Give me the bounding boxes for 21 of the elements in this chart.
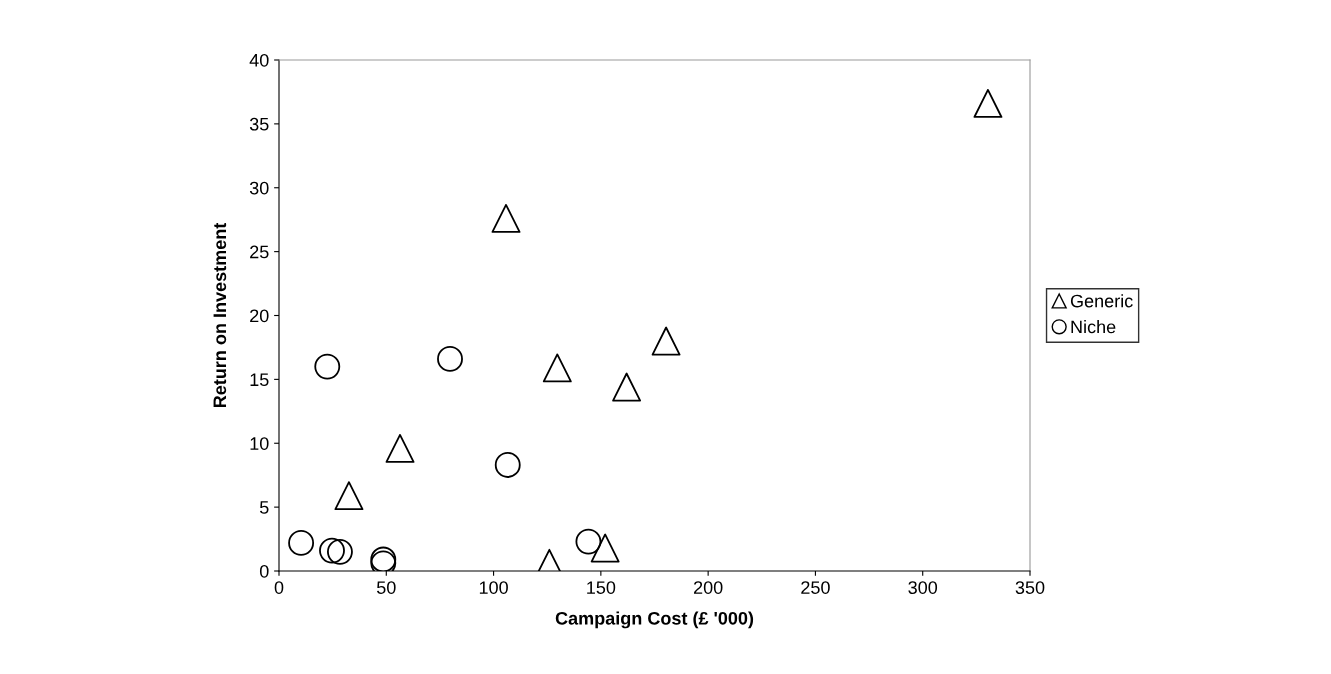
y-tick-label: 5 [259, 501, 269, 514]
x-tick-label: 50 [376, 581, 396, 594]
y-tick-label: 40 [249, 53, 269, 67]
x-tick-label: 350 [1015, 581, 1045, 594]
legend-label: Generic [1070, 294, 1133, 308]
y-tick-label: 15 [250, 373, 269, 387]
x-tick-label: 250 [801, 581, 830, 594]
y-tick-label: 25 [250, 245, 269, 259]
legend-label: Niche [1071, 320, 1116, 334]
x-tick-label: 0 [274, 581, 284, 594]
y-tick-label: 20 [250, 309, 269, 323]
x-tick-label: 100 [479, 581, 508, 594]
y-tick-label: 10 [250, 437, 269, 450]
y-tick-label: 0 [259, 564, 269, 578]
x-tick-label: 200 [693, 581, 723, 594]
x-axis-title: Campaign Cost (£ '000) [555, 611, 754, 629]
x-tick-label: 150 [587, 581, 616, 594]
x-tick-label: 300 [908, 581, 938, 594]
y-tick-label: 30 [249, 181, 269, 195]
y-tick-label: 35 [249, 117, 269, 131]
y-axis-title: Return on Investment [213, 222, 227, 408]
